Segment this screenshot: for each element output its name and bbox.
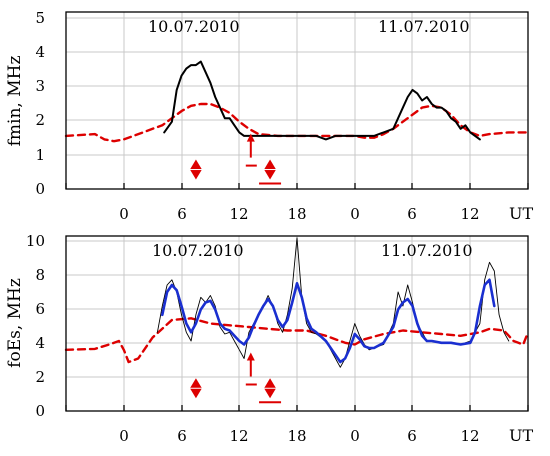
x-ticks-foEs xyxy=(65,405,529,411)
y-tick-label: 0 xyxy=(35,180,45,198)
panel-foEs: 0 2 4 6 8 10 0 6 12 18 0 6 12 UT foEs, M… xyxy=(5,232,533,445)
diamond-marker xyxy=(259,378,282,404)
x-ticks-fmin xyxy=(65,183,529,189)
x-tick-label: 6 xyxy=(177,205,187,223)
diamond-marker xyxy=(188,159,203,180)
grid-foEs xyxy=(66,236,528,411)
y-tick-label: 8 xyxy=(35,266,45,284)
date-label-day2: 11.07.2010 xyxy=(381,241,473,260)
x-tick-label: 12 xyxy=(229,205,248,223)
y-tick-label: 0 xyxy=(35,402,45,420)
series-median-foEs xyxy=(64,317,530,364)
series-smoothed-foEs xyxy=(161,278,496,364)
grid-fmin xyxy=(66,12,528,189)
y-tick-label: 1 xyxy=(35,146,45,164)
y-axis-label-foEs: foEs, MHz xyxy=(5,278,25,368)
x-tick-label: 0 xyxy=(350,205,360,223)
x-unit-label-foEs: UT xyxy=(509,426,533,445)
x-tick-label: 18 xyxy=(287,205,306,223)
x-tick-label: 6 xyxy=(407,427,417,445)
y-tick-labels-fmin: 0 1 2 3 4 5 xyxy=(35,9,45,198)
y-tick-label: 2 xyxy=(35,368,45,386)
x-tick-labels-foEs: 0 6 12 18 0 6 12 xyxy=(119,427,479,445)
x-tick-label: 0 xyxy=(350,427,360,445)
diamond-marker xyxy=(259,159,282,185)
y-tick-label: 4 xyxy=(35,334,45,352)
y-tick-labels-foEs: 0 2 4 6 8 10 xyxy=(26,232,45,420)
series-observed-fmin xyxy=(163,60,481,141)
y-tick-label: 10 xyxy=(26,232,45,250)
y-axis-label-fmin: fmin, MHz xyxy=(5,56,25,147)
x-tick-label: 12 xyxy=(460,427,479,445)
y-tick-label: 3 xyxy=(35,77,45,95)
up-arrow-marker xyxy=(245,133,257,167)
y-tick-label: 6 xyxy=(35,300,45,318)
up-arrow-marker xyxy=(245,352,257,386)
x-tick-label: 6 xyxy=(177,427,187,445)
y-tick-label: 4 xyxy=(35,43,45,61)
x-tick-label: 0 xyxy=(119,205,129,223)
x-tick-label: 6 xyxy=(407,205,417,223)
x-tick-label: 12 xyxy=(229,427,248,445)
date-label-day1: 10.07.2010 xyxy=(152,241,244,260)
x-tick-label: 0 xyxy=(119,427,129,445)
y-tick-label: 5 xyxy=(35,9,45,27)
date-label-day1: 10.07.2010 xyxy=(148,17,240,36)
x-tick-label: 12 xyxy=(460,205,479,223)
diamond-marker xyxy=(188,378,203,399)
x-tick-labels-fmin: 0 6 12 18 0 6 12 xyxy=(119,205,479,223)
x-unit-label-fmin: UT xyxy=(509,204,533,223)
panel-fmin: 0 1 2 3 4 5 0 6 12 18 0 6 12 UT fmin, MH… xyxy=(5,9,533,223)
date-label-day2: 11.07.2010 xyxy=(378,17,470,36)
y-tick-label: 2 xyxy=(35,111,45,129)
x-tick-label: 18 xyxy=(287,427,306,445)
